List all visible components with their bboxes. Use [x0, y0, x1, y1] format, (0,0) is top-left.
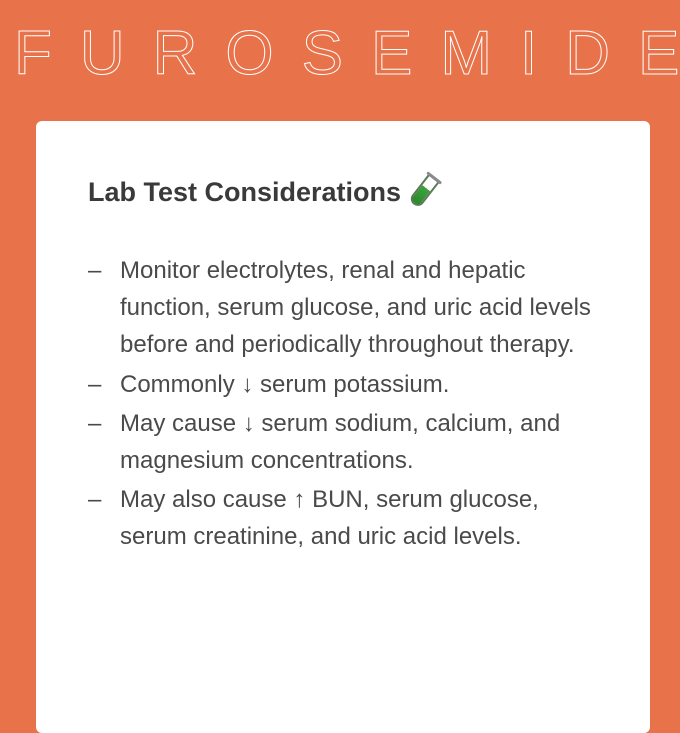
- list-item: Commonly ↓ serum potassium.: [120, 366, 600, 403]
- content-card: Lab Test Considerations Monitor electrol…: [36, 121, 650, 733]
- list-item: Monitor electrolytes, renal and hepatic …: [120, 252, 600, 364]
- test-tube-icon: [408, 173, 440, 208]
- page-title: FUROSEMIDE: [0, 0, 680, 89]
- card-heading: Lab Test Considerations: [88, 177, 600, 208]
- list-item: May also cause ↑ BUN, serum glucose, ser…: [120, 481, 600, 555]
- list-item: May cause ↓ serum sodium, calcium, and m…: [120, 405, 600, 479]
- points-list: Monitor electrolytes, renal and hepatic …: [88, 252, 600, 556]
- heading-text: Lab Test Considerations: [88, 177, 401, 208]
